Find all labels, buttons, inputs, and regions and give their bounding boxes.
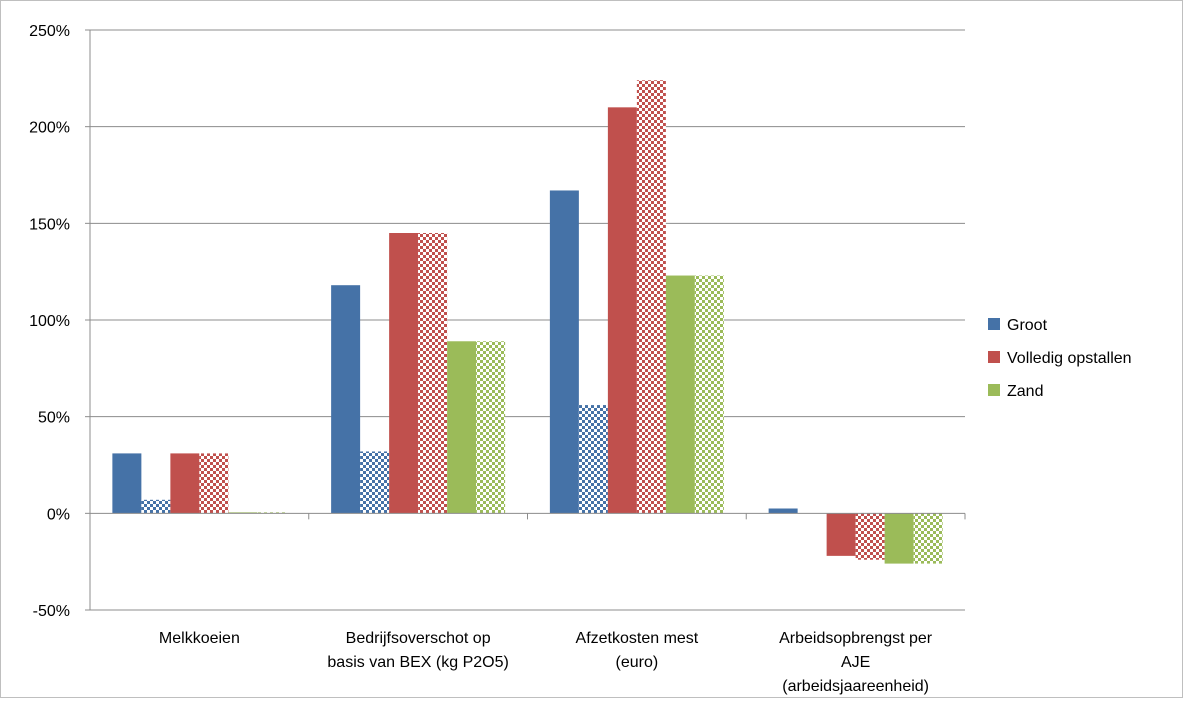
y-tick-label: 0%	[47, 506, 70, 523]
bar	[199, 453, 229, 514]
bar	[913, 513, 943, 564]
x-category-label: Bedrijfsoverschot op	[346, 630, 491, 647]
y-tick-label: 100%	[29, 313, 70, 330]
bar	[141, 499, 171, 514]
y-tick-label: 250%	[29, 23, 70, 40]
legend-label: Zand	[1007, 383, 1043, 400]
legend: Groot Volledig opstallen Zand	[988, 317, 1132, 400]
bar	[636, 80, 666, 514]
x-category-label: (euro)	[616, 654, 659, 671]
bar	[112, 453, 142, 514]
bar	[826, 513, 856, 556]
legend-swatch	[988, 384, 1000, 396]
bar	[389, 233, 419, 514]
y-tick-label: -50%	[33, 603, 70, 620]
y-tick-label: 50%	[38, 410, 70, 427]
legend-swatch	[988, 318, 1000, 330]
x-category-label: Arbeidsopbrengst per	[779, 630, 933, 647]
legend-swatch	[988, 351, 1000, 363]
x-category-label: basis van BEX (kg P2O5)	[327, 654, 508, 671]
bar	[855, 513, 885, 560]
bar	[360, 451, 390, 514]
bars	[112, 80, 943, 564]
bar	[447, 341, 477, 514]
legend-label: Groot	[1007, 317, 1048, 334]
bar	[884, 513, 914, 564]
gridlines	[90, 29, 965, 611]
bar	[331, 285, 361, 514]
bar	[768, 508, 798, 514]
bar	[418, 233, 448, 514]
y-tick-label: 200%	[29, 120, 70, 137]
x-category-label: Afzetkosten mest	[576, 630, 699, 647]
bar	[170, 453, 200, 514]
bar	[694, 275, 724, 514]
x-category-label: AJE	[841, 654, 870, 671]
bar	[549, 190, 579, 514]
x-category-label: (arbeidsjaareenheid)	[782, 678, 929, 695]
bar	[476, 341, 506, 514]
axes: -50% 0% 50% 100% 150% 200% 250% Melkkoeien Bedri…	[29, 23, 966, 695]
y-tick-label: 150%	[29, 216, 70, 233]
bar	[578, 405, 608, 514]
x-category-label: Melkkoeien	[159, 630, 240, 647]
bar	[665, 275, 695, 514]
legend-label: Volledig opstallen	[1007, 350, 1132, 367]
bar	[607, 107, 637, 514]
